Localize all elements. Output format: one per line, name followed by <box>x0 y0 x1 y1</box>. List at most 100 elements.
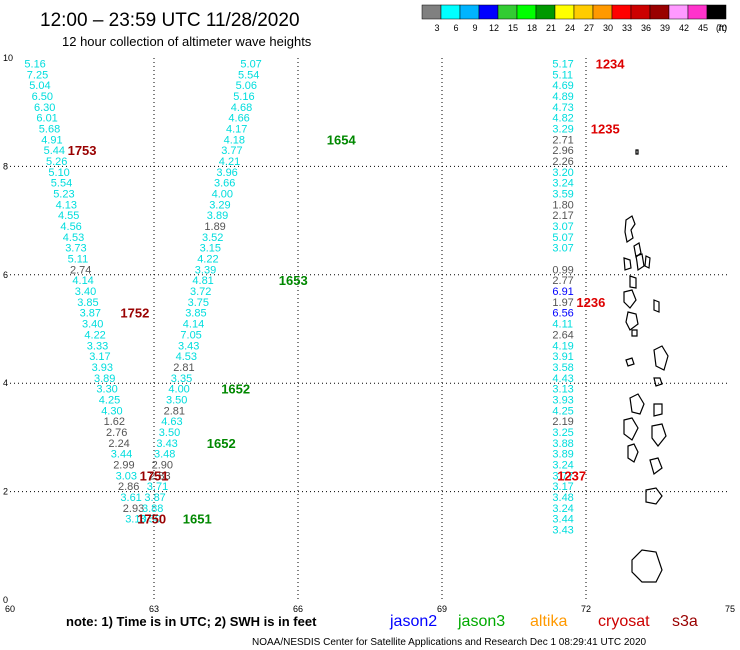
wave-height-label: 5.17 <box>552 58 573 70</box>
time-label: 1237 <box>557 468 586 483</box>
wave-height-label: 6.30 <box>34 102 55 114</box>
wave-height-label: 3.77 <box>552 470 573 482</box>
colorbar-label: 9 <box>472 23 477 33</box>
wave-height-label: 3.50 <box>166 394 187 406</box>
wave-height-label: 5.04 <box>29 80 50 92</box>
colorbar-unit: (ft) <box>716 23 727 33</box>
wave-height-label: 3.15 <box>200 243 221 255</box>
wave-height-label: 3.33 <box>87 340 108 352</box>
wave-height-label: 1.62 <box>104 416 125 428</box>
wave-height-label: 3.58 <box>552 362 573 374</box>
wave-height-label: 3.43 <box>156 438 177 450</box>
wave-height-label: 4.68 <box>231 102 252 114</box>
wave-height-label: 4.25 <box>552 405 573 417</box>
wave-height-label: 4.56 <box>60 221 81 233</box>
colorbar-label: 27 <box>584 23 594 33</box>
wave-height-label: 2.64 <box>552 329 573 341</box>
wave-height-label: 2.99 <box>113 460 134 472</box>
wave-height-label: 6.56 <box>552 308 573 320</box>
wave-height-label: 1.89 <box>204 221 225 233</box>
wave-height-label: 4.82 <box>552 113 573 125</box>
wave-height-label: 3.24 <box>552 460 573 472</box>
wave-height-label: 2.90 <box>152 460 173 472</box>
time-labels: 1753 1752 1751 1750 1651 1652 1652 1653 1654 1234… <box>68 56 626 526</box>
time-label: 1751 <box>140 468 169 483</box>
wave-height-label: 2.77 <box>552 275 573 287</box>
wave-height-label: 3.50 <box>159 427 180 439</box>
colorbar-swatch <box>497 4 518 20</box>
wave-height-label: 3.44 <box>552 514 573 526</box>
wave-height-label: 3.89 <box>207 210 228 222</box>
colorbar-swatch <box>478 4 499 20</box>
wave-height-label: 5.16 <box>233 91 254 103</box>
satellite-legend: jason2 jason3 altika cryosat s3a <box>389 613 698 630</box>
time-label: 1752 <box>120 306 149 321</box>
wave-height-label: 4.22 <box>84 329 105 341</box>
wave-height-label: 4.17 <box>226 123 247 135</box>
wave-height-label: 3.48 <box>154 449 175 461</box>
wave-height-label: 3.20 <box>552 167 573 179</box>
wave-height-label: 3.13 <box>552 384 573 396</box>
y-tick-label: 6 <box>3 270 8 280</box>
wave-height-label: 3.40 <box>75 286 96 298</box>
wave-height-label: 3.61 <box>120 492 141 504</box>
wave-height-label: 3.85 <box>185 308 206 320</box>
colorbar-label: 6 <box>453 23 458 33</box>
wave-height-label: 4.19 <box>552 340 573 352</box>
wave-height-label: 3.72 <box>190 286 211 298</box>
wave-height-label: 5.06 <box>236 80 257 92</box>
wave-height-label: 4.91 <box>41 134 62 146</box>
wave-height-label: 6.01 <box>36 113 57 125</box>
wave-height-label: 7.05 <box>180 329 201 341</box>
wave-height-label: 3.43 <box>552 525 573 537</box>
wave-height-label: 4.43 <box>552 373 573 385</box>
wave-height-label: 4.53 <box>63 232 84 244</box>
satellite-legend-jason3: jason3 <box>457 613 505 630</box>
colorbar-label: 70 <box>717 23 727 33</box>
colorbar-label: 12 <box>489 23 499 33</box>
wave-height-label: 2.93 <box>123 503 144 515</box>
time-label: 1235 <box>591 121 620 136</box>
wave-height-label: 4.53 <box>176 351 197 363</box>
colorbar-swatch <box>459 4 480 20</box>
colorbar-swatch <box>630 4 651 20</box>
wave-height-label: 3.96 <box>216 167 237 179</box>
wave-height-label: 5.10 <box>48 167 69 179</box>
wave-height-label: 3.30 <box>96 384 117 396</box>
wave-height-label: 3.89 <box>552 449 573 461</box>
wave-height-label: 4.66 <box>228 113 249 125</box>
wave-height-label: 3.44 <box>111 449 132 461</box>
wave-height-label: 4.00 <box>168 384 189 396</box>
island-outlines <box>623 149 669 583</box>
colorbar-label: 21 <box>546 23 556 33</box>
wave-height-label: 4.00 <box>212 189 233 201</box>
colorbar-swatch <box>611 4 632 20</box>
wave-height-label: 3.87 <box>144 492 165 504</box>
colorbar-label: 45 <box>698 23 708 33</box>
wave-height-label: 2.86 <box>118 481 139 493</box>
wave-height-label: 3.89 <box>94 373 115 385</box>
wave-height-label: 3.10 <box>125 514 146 526</box>
colorbar-swatch <box>706 4 727 20</box>
wave-height-label: 6.50 <box>32 91 53 103</box>
colorbar-label: 42 <box>679 23 689 33</box>
y-tick-label: 4 <box>3 378 8 388</box>
wave-height-label: 3.71 <box>147 481 168 493</box>
wave-height-label: 3.17 <box>552 481 573 493</box>
wave-height-label: 4.30 <box>101 405 122 417</box>
y-tick-label: 10 <box>3 53 13 63</box>
plot-grid <box>10 58 730 600</box>
wave-height-label: 3.48 <box>552 492 573 504</box>
colorbar-label: 24 <box>565 23 575 33</box>
wave-height-label: 3.87 <box>80 308 101 320</box>
wave-height-label: 3.88 <box>552 438 573 450</box>
wave-height-label: 3.91 <box>552 351 573 363</box>
wave-height-label: 3.24 <box>552 178 573 190</box>
wave-height-label: 3.07 <box>552 243 573 255</box>
wave-height-label: 5.11 <box>552 69 573 81</box>
wave-height-label: 4.14 <box>183 319 204 331</box>
wave-height-label: 4.18 <box>224 134 245 146</box>
chart-title: 12:00 – 23:59 UTC 11/28/2020 <box>40 10 300 31</box>
wave-height-label: 2.96 <box>552 145 573 157</box>
colorbar-label: 3 <box>434 23 439 33</box>
